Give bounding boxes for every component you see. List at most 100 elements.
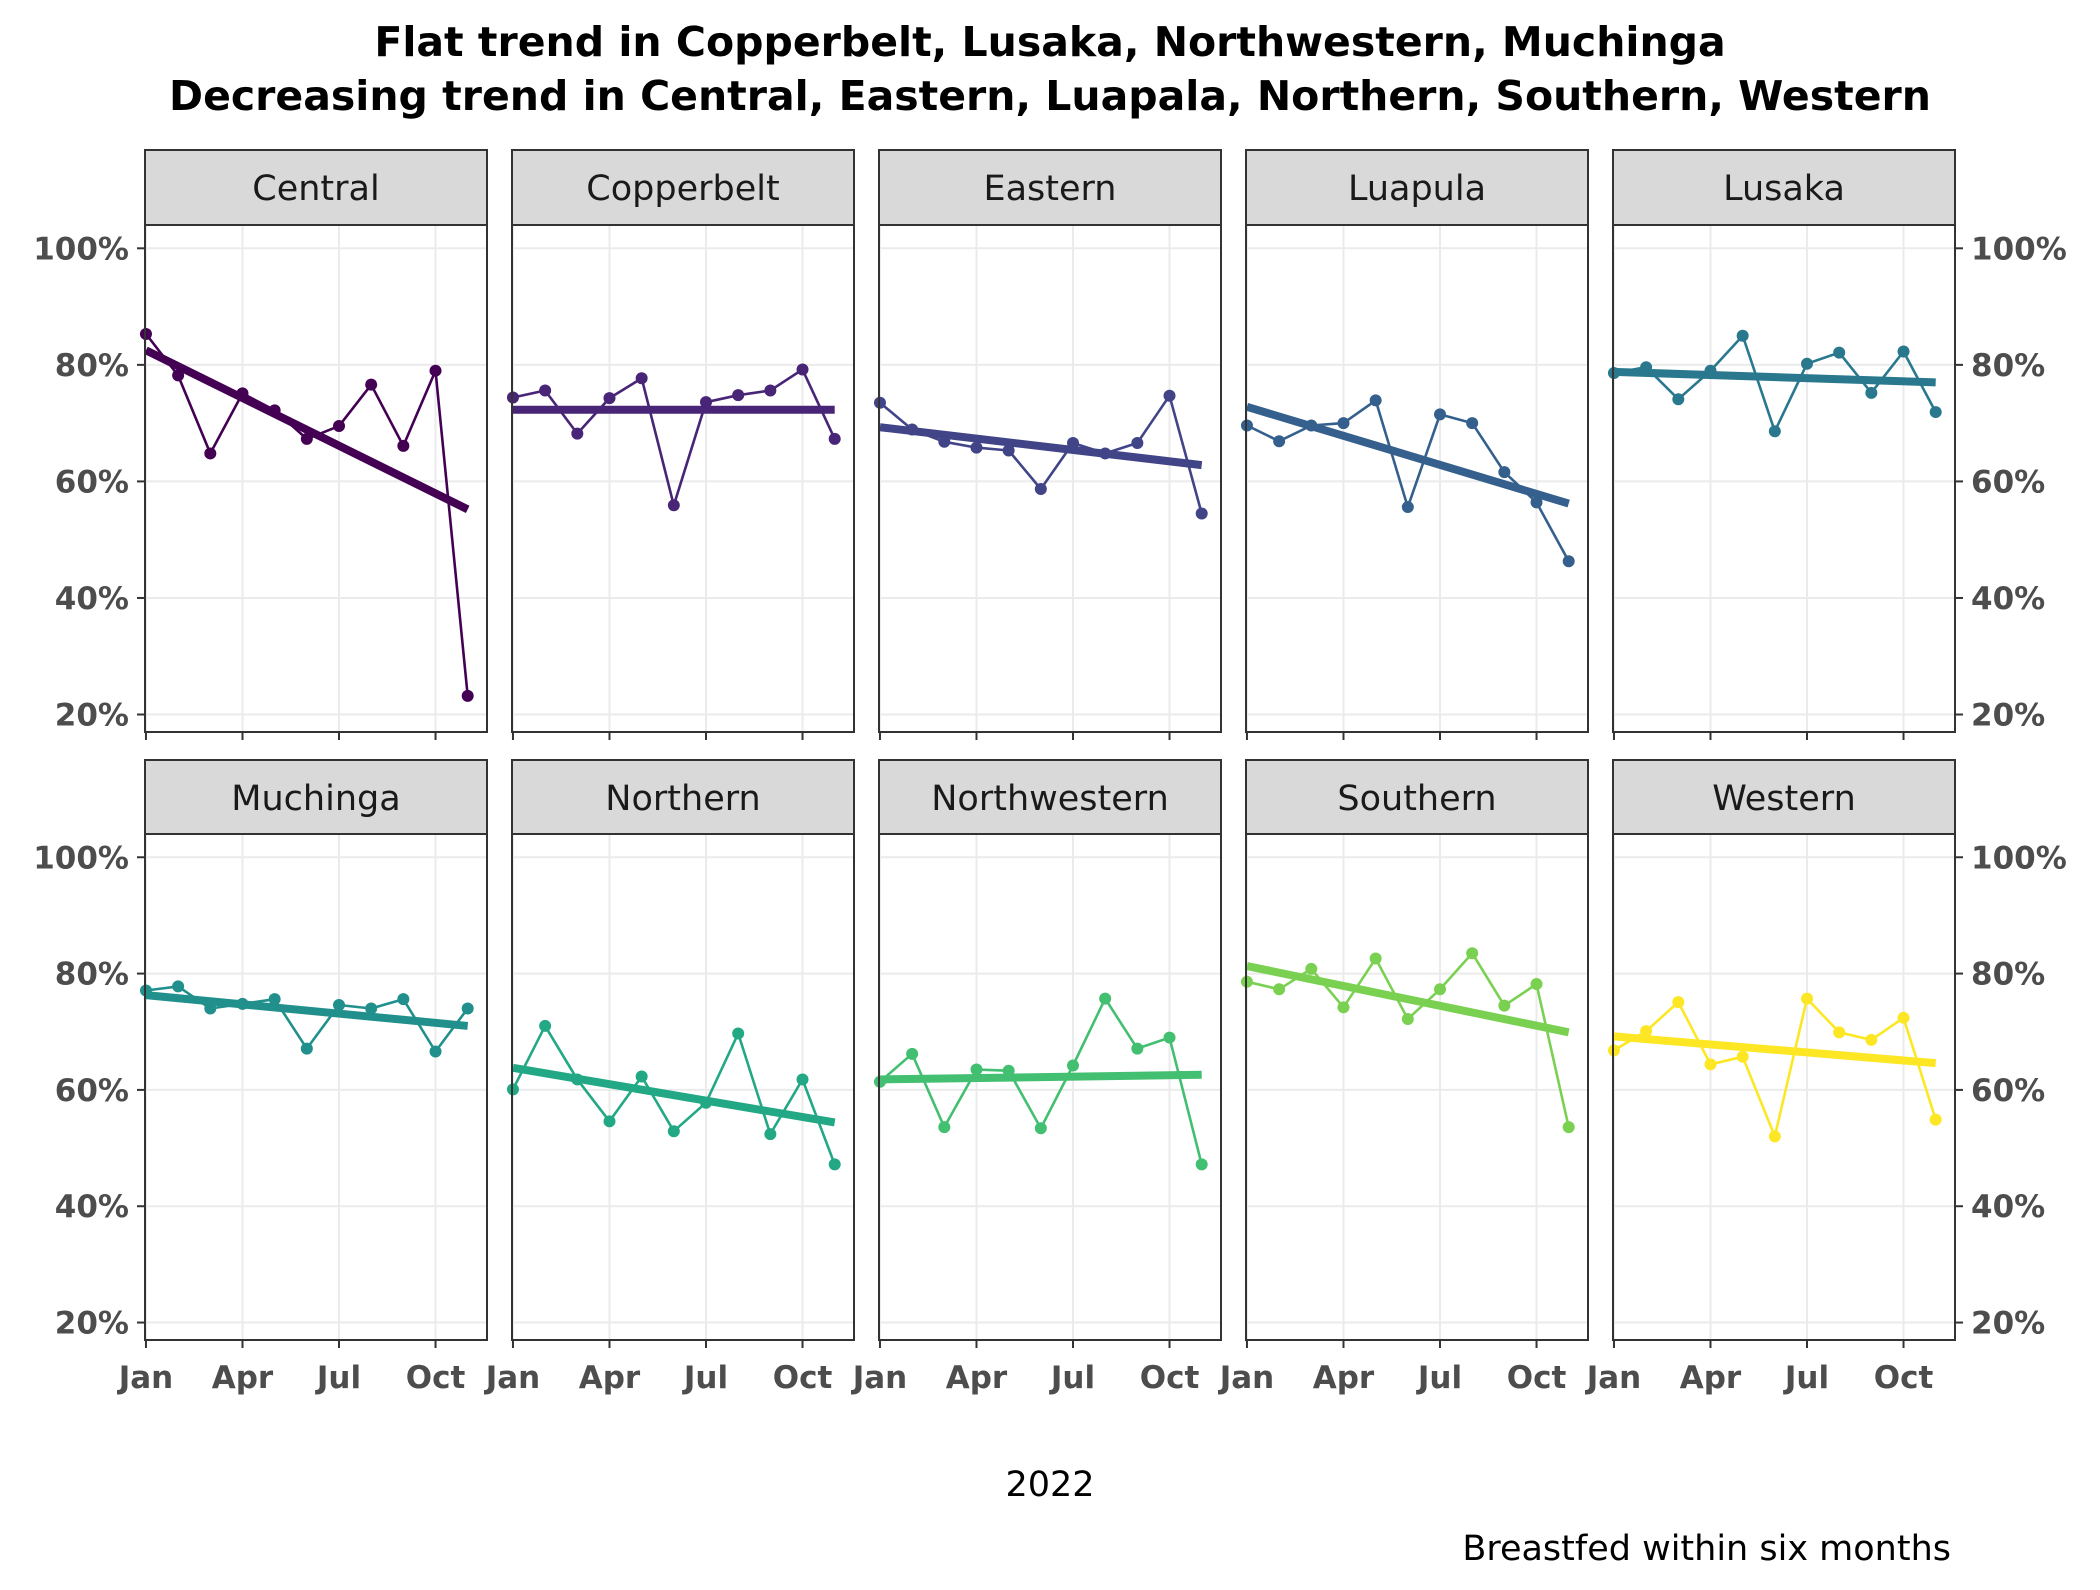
data-point-western <box>1833 1026 1846 1039</box>
data-point-luapula <box>1530 496 1543 509</box>
strip-western <box>1612 759 1956 835</box>
y-tick-label-right: 60% <box>1971 464 2045 500</box>
data-point-lusaka <box>1768 425 1781 438</box>
x-tick-label: Apr <box>579 1360 641 1396</box>
x-tick-label: Jul <box>682 1360 728 1396</box>
trend-line-central <box>144 346 470 513</box>
data-point-lusaka <box>1929 406 1942 419</box>
data-point-luapula <box>1498 466 1511 479</box>
panel-border <box>144 833 488 1341</box>
y-tick-label-left: 20% <box>55 1306 129 1342</box>
panel-lusaka: Lusaka 20% 40% 60% 80% 100% <box>1607 149 2067 740</box>
panel-eastern: Eastern <box>873 149 1222 740</box>
panel-border <box>878 224 1222 733</box>
chart-caption: Breastfed within six months <box>1462 1529 1951 1569</box>
strip-label-copperbelt: Copperbelt <box>586 169 779 209</box>
data-point-central <box>172 369 185 382</box>
data-point-northwestern <box>938 1121 951 1134</box>
strip-label-eastern: Eastern <box>983 169 1116 209</box>
data-point-luapula <box>1273 435 1286 448</box>
panel-central: Central 20% 40% 60% 80% 100% <box>33 149 488 740</box>
y-tick-label-left: 40% <box>55 1189 129 1225</box>
data-point-central <box>300 432 313 445</box>
data-point-muchinga <box>300 1042 313 1055</box>
data-point-eastern <box>1195 507 1208 520</box>
data-point-western <box>1865 1033 1878 1046</box>
data-point-northern <box>796 1073 809 1086</box>
data-point-southern <box>1305 962 1318 975</box>
data-point-eastern <box>906 423 919 436</box>
y-tick-label-right: 100% <box>1971 231 2067 267</box>
x-tick-label: Jan <box>1585 1360 1642 1396</box>
data-point-eastern <box>1034 482 1047 495</box>
data-point-northern <box>539 1019 552 1032</box>
panel-northwestern: Northwestern Jan Apr Jul Oct <box>851 759 1222 1396</box>
data-point-central <box>365 378 378 391</box>
strip-label-western: Western <box>1712 779 1856 819</box>
y-tick-label-right: 40% <box>1971 1189 2045 1225</box>
data-point-western <box>1801 992 1814 1005</box>
data-point-western <box>1929 1113 1942 1126</box>
data-point-luapula <box>1466 417 1479 430</box>
panel-background <box>1246 834 1588 1340</box>
data-point-central <box>429 364 442 377</box>
panel-border <box>1245 833 1589 1341</box>
data-point-muchinga <box>397 993 410 1006</box>
data-point-western <box>1672 996 1685 1009</box>
data-point-lusaka <box>1865 386 1878 399</box>
y-tick-label-right: 20% <box>1971 1306 2045 1342</box>
data-point-copperbelt <box>667 499 680 512</box>
x-axis-title: 2022 <box>1005 1465 1094 1505</box>
panel-western: Western 20% 40% 60% 80% 100% Jan Apr Jul Oct <box>1585 759 2067 1396</box>
data-point-northwestern <box>1131 1042 1144 1055</box>
panel-border <box>878 833 1222 1341</box>
data-point-northern <box>635 1070 648 1083</box>
data-point-northern <box>764 1128 777 1141</box>
data-point-northern <box>667 1125 680 1138</box>
data-point-lusaka <box>1897 345 1910 358</box>
data-point-muchinga <box>236 997 249 1010</box>
data-point-luapula <box>1337 417 1350 430</box>
y-tick-label-right: 60% <box>1971 1073 2045 1109</box>
data-point-northwestern <box>1099 992 1112 1005</box>
y-tick-label-left: 60% <box>55 1073 129 1109</box>
y-tick-label-right: 20% <box>1971 698 2045 734</box>
panel-border <box>1612 224 1956 733</box>
data-point-lusaka <box>1640 361 1653 374</box>
trend-line-muchinga <box>145 991 469 1030</box>
data-point-lusaka <box>1672 393 1685 406</box>
chart-title-line-1: Flat trend in Copperbelt, Lusaka, Northw… <box>374 18 1725 66</box>
x-tick-label: Apr <box>1680 1360 1742 1396</box>
x-tick-label: Jan <box>1218 1360 1275 1396</box>
trend-line-western <box>1613 1032 1937 1068</box>
panel-border <box>511 224 855 733</box>
data-point-copperbelt <box>635 372 648 385</box>
strip-label-central: Central <box>252 169 379 209</box>
data-point-southern <box>1466 947 1479 960</box>
data-point-muchinga <box>268 993 281 1006</box>
data-point-northern <box>732 1027 745 1040</box>
panel-background <box>1613 225 1955 732</box>
strip-luapula <box>1245 149 1589 226</box>
data-point-muchinga <box>204 1002 217 1015</box>
y-tick-label-left: 100% <box>33 231 129 267</box>
panel-northern: Northern Jan Apr Jul Oct <box>484 759 855 1396</box>
data-point-northwestern <box>1067 1059 1080 1072</box>
data-point-eastern <box>970 441 983 454</box>
x-tick-label: Oct <box>406 1360 466 1396</box>
data-point-northern <box>700 1096 713 1109</box>
panel-border <box>144 224 488 733</box>
x-tick-label: Jan <box>851 1360 908 1396</box>
panel-muchinga: Muchinga 20% 40% 60% 80% 100% Jan Apr Jul Oct <box>33 759 488 1396</box>
data-point-copperbelt <box>764 384 777 397</box>
trend-line-luapula <box>1245 402 1570 508</box>
data-point-muchinga <box>172 980 185 993</box>
x-tick-label: Oct <box>1140 1360 1200 1396</box>
panel-background <box>879 225 1221 732</box>
x-tick-label: Oct <box>773 1360 833 1396</box>
y-tick-label-left: 100% <box>33 840 129 876</box>
data-point-copperbelt <box>732 389 745 402</box>
strip-label-luapula: Luapula <box>1348 169 1486 209</box>
data-point-muchinga <box>333 998 346 1011</box>
data-point-luapula <box>1562 555 1575 568</box>
